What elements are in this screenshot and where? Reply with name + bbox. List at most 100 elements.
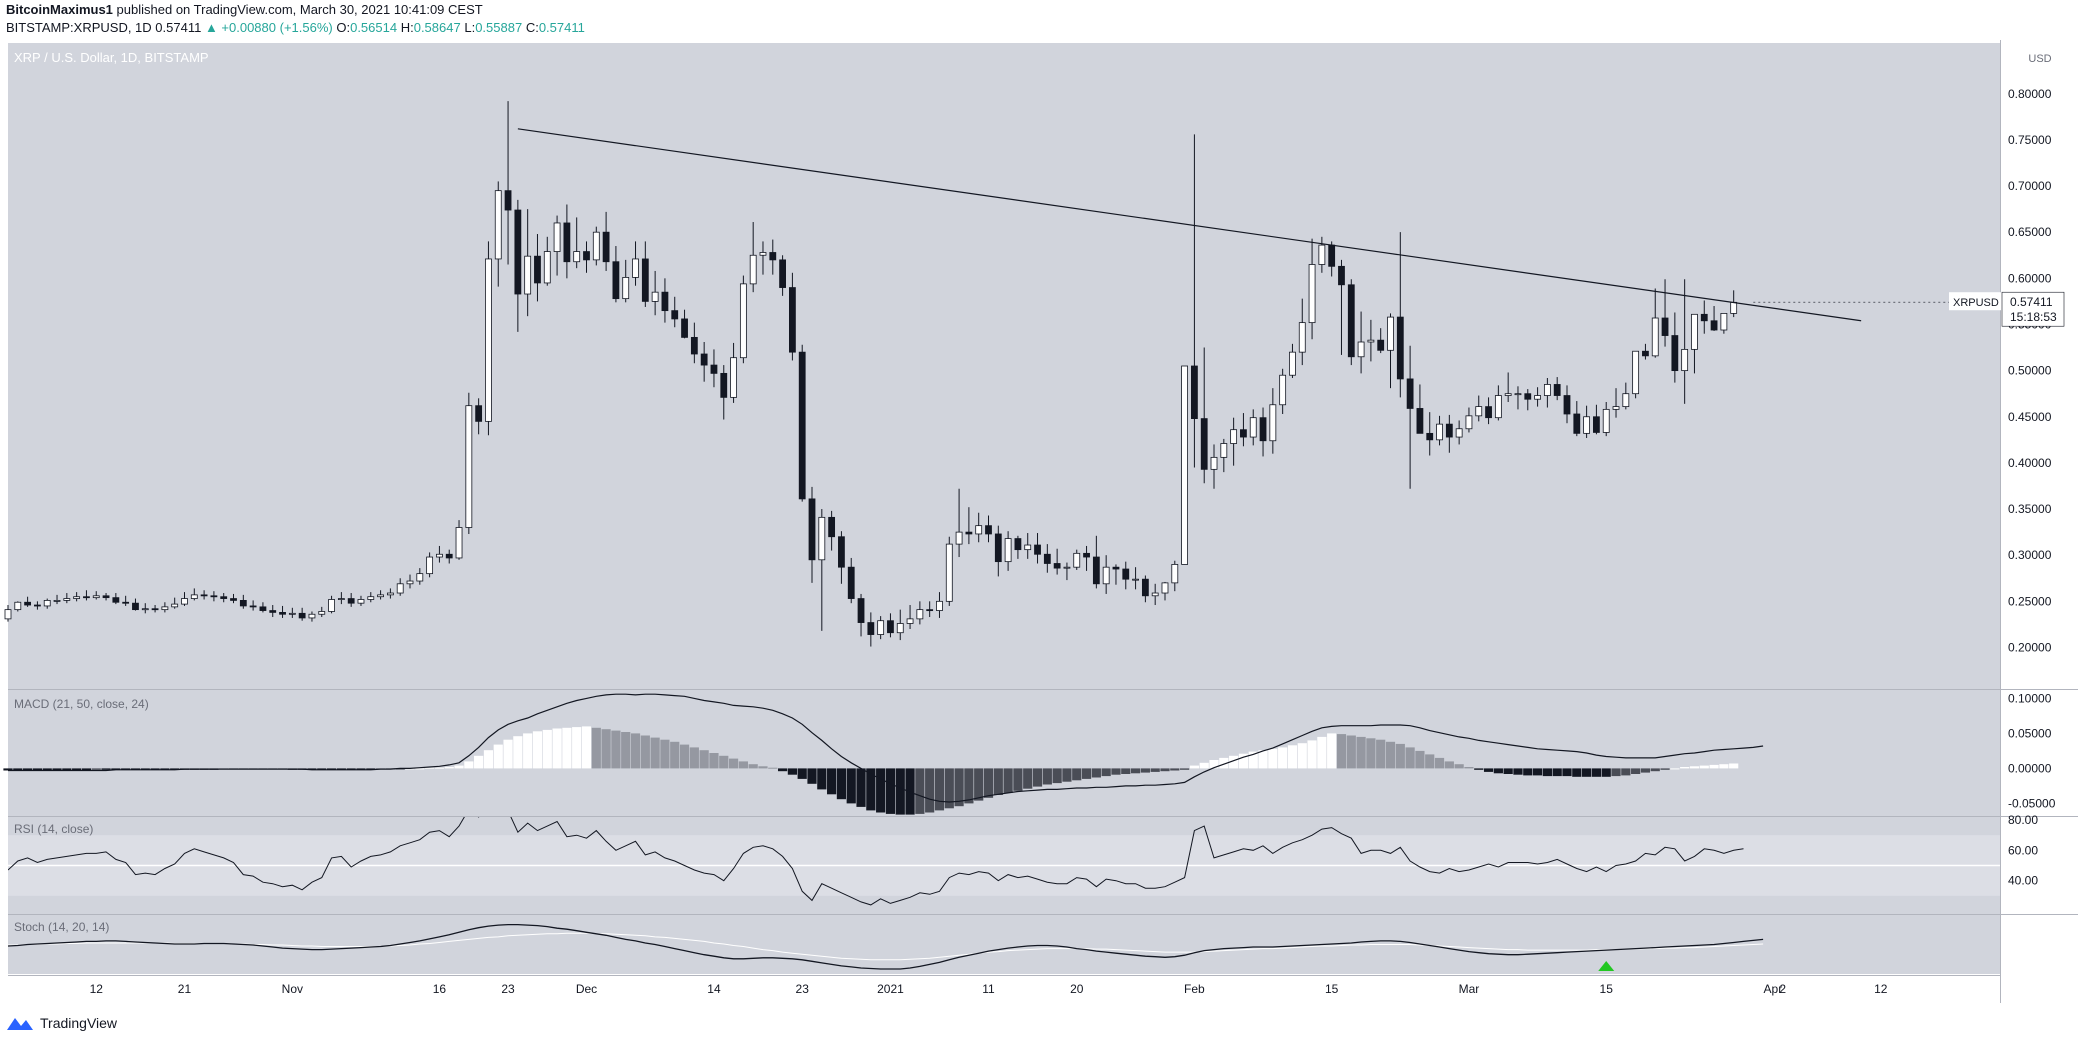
candle-body [377,594,384,598]
candle-body [406,580,414,585]
candle-body [671,310,679,320]
macd-histogram-bar [660,739,670,769]
time-tick-label: 12 [1874,982,1888,996]
price-pane-title: XRP / U.S. Dollar, 1D, BITSTAMP [14,50,209,65]
macd-histogram-bar [699,750,709,769]
candle-body [416,573,424,582]
macd-histogram-bar [611,730,621,769]
candle-body [1034,544,1041,555]
candle-body [288,612,296,615]
candle-body [357,599,365,604]
macd-histogram-bar [895,768,905,815]
macd-histogram-bar [1160,768,1170,772]
last-price-value: 0.57411 [2010,295,2053,309]
time-tick-label: 14 [707,982,721,996]
macd-histogram-bar [1719,764,1729,769]
ohlc-high-label: H: [400,20,414,35]
macd-histogram-bar [1081,768,1092,779]
macd-histogram-bar [454,765,464,769]
macd-histogram-bar [719,755,729,769]
stoch-title: Stoch (14, 20, 14) [14,920,109,934]
candle-body [1240,429,1247,438]
price-tick-label: 0.60000 [2008,271,2052,285]
candle-body [328,599,335,612]
candle-body [965,531,973,535]
candle-body [367,596,375,600]
rsi-line [8,817,1744,906]
candle-body [83,596,90,599]
candle-body [230,598,237,601]
candle-body [1112,566,1120,570]
macd-histogram-bar [1013,768,1023,791]
macd-histogram-bar [1523,768,1533,776]
macd-histogram-bar [1729,763,1739,769]
candle-body [279,612,286,615]
candle-body [386,592,394,596]
macd-histogram-bar [1189,765,1200,769]
time-tick-label: Nov [282,982,303,996]
macd-histogram-bar [474,755,484,769]
candle-body [651,291,659,302]
macd-histogram-bar [1385,741,1396,769]
footer-brand-label: TradingView [40,1015,118,1031]
candle-body [1573,413,1581,434]
macd-histogram-bar [542,729,552,769]
candle-body [749,254,757,285]
chart-canvas[interactable]: 0.20000 0.25000 0.30000 0.35000 0.40000 0.450… [0,40,2078,1005]
macd-histogram-bar [1346,735,1356,769]
macd-histogram-bar [552,728,562,769]
macd-histogram-bar [1121,768,1131,774]
publish-line: BitcoinMaximus1 published on TradingView… [6,2,483,17]
tradingview-logo-icon [7,1018,33,1030]
macd-histogram-bar [121,768,131,770]
candle-body [465,405,473,528]
candle-body [730,357,737,398]
macd-histogram-bar [160,768,170,770]
price-tick-label: 0.40000 [2008,456,2052,470]
macd-histogram-bar [601,729,611,769]
time-tick-label: 15 [1325,982,1339,996]
macd-histogram-bar [836,768,847,800]
candle-body [1730,301,1738,314]
candle-body [1102,566,1110,585]
candle-body [1122,568,1130,580]
macd-histogram-bar [317,768,327,770]
macd-histogram-bar [1287,745,1298,769]
macd-tick-label: 0.00000 [2008,761,2052,775]
macd-histogram-bar [728,758,739,769]
macd-histogram-bar [905,768,915,815]
macd-histogram-bar [91,768,101,770]
macd-histogram-bar [1689,766,1700,769]
macd-histogram-bar [1229,755,1239,769]
candle-body [592,231,600,261]
macd-histogram-bar [670,741,680,769]
last-price-symbol-bg [1949,292,2001,311]
candle-body [494,190,502,260]
candle-body [1553,384,1561,396]
macd-histogram-bar [581,726,592,769]
macd-histogram-bar [1199,762,1209,769]
price-tick-label: 0.30000 [2008,548,2052,562]
macd-histogram-bar [513,736,523,769]
candle-body [838,536,845,568]
candle-body [1269,404,1277,442]
candle-body [1720,312,1728,331]
macd-histogram-bar [1611,768,1621,777]
candle-body [249,605,257,608]
macd-histogram-bar [1670,768,1680,770]
candle-body [171,603,179,608]
candle-body [43,600,51,607]
ohlc-open: 0.56514 [350,20,398,35]
candle-body [200,594,208,597]
time-tick-label: Feb [1184,982,1205,996]
candle-body [1534,395,1541,400]
candle-body [828,516,836,538]
macd-tick-label: 0.05000 [2008,726,2052,740]
candle-body [1543,384,1551,396]
macd-histogram-bar [1356,736,1366,769]
candle-body [141,608,149,611]
rsi-tick-label: 40.00 [2008,874,2038,888]
macd-histogram-bar [1444,761,1454,769]
symbol-line: BITSTAMP:XRPUSD, 1D 0.57411 ▲ +0.00880 (… [6,20,585,35]
macd-histogram-bar [1425,754,1435,769]
